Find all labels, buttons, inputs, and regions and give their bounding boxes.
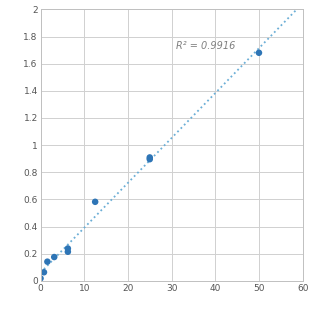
Text: R² = 0.9916: R² = 0.9916 xyxy=(176,41,235,51)
Point xyxy=(38,276,43,281)
Point xyxy=(41,270,46,275)
Point xyxy=(93,199,98,204)
Point xyxy=(52,255,57,260)
Point xyxy=(66,249,71,254)
Point xyxy=(45,259,50,264)
Point xyxy=(256,50,261,55)
Point xyxy=(66,246,71,251)
Point xyxy=(147,157,152,162)
Point xyxy=(147,155,152,160)
